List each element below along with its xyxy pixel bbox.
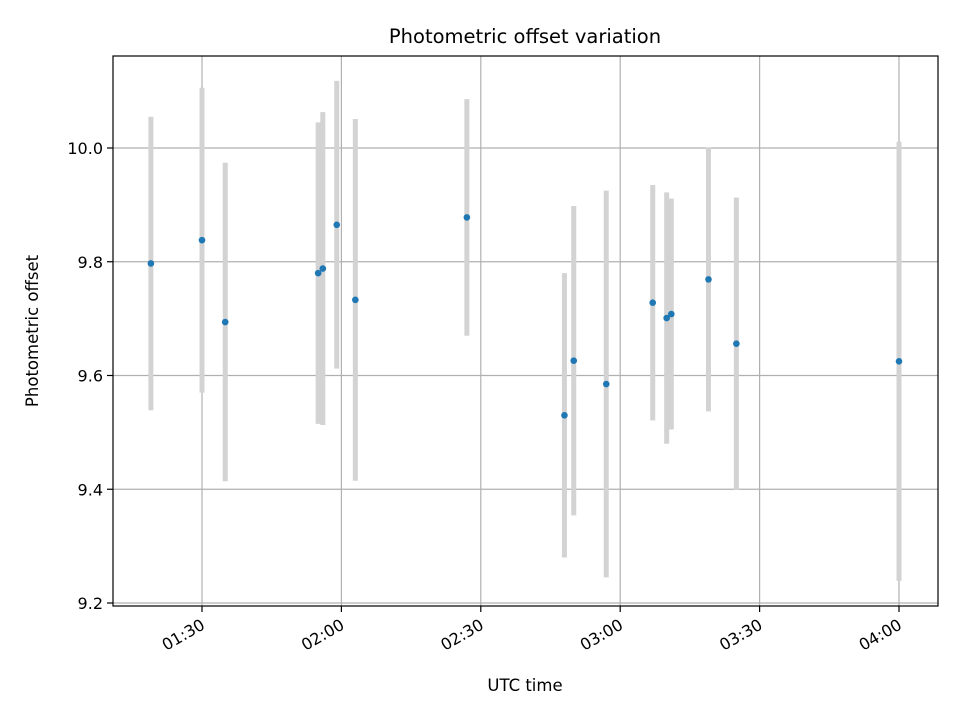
x-axis-label: UTC time <box>487 676 562 695</box>
x-tick-label: 04:00 <box>856 615 905 655</box>
data-point <box>733 340 740 347</box>
data-point <box>663 314 670 322</box>
data-point <box>319 265 327 272</box>
y-axis-label: Photometric offset <box>23 254 42 407</box>
x-tick-label: 02:00 <box>298 615 347 655</box>
y-tick-label: 9.4 <box>78 480 103 499</box>
data-points <box>147 214 903 419</box>
x-tick-label: 03:00 <box>577 615 626 655</box>
data-point <box>314 269 322 277</box>
x-tick-label: 02:30 <box>437 615 486 655</box>
y-tick-label: 9.6 <box>78 367 103 386</box>
data-point <box>333 221 341 229</box>
chart-title: Photometric offset variation <box>389 25 661 48</box>
y-axis-ticks: 9.2 9.4 9.6 9.8 10.0 <box>67 139 113 613</box>
x-tick-label: 03:30 <box>716 615 765 655</box>
y-tick-label: 10.0 <box>67 139 103 158</box>
data-point <box>221 318 229 326</box>
data-point <box>649 299 657 307</box>
plot-frame <box>112 55 939 607</box>
x-tick-label: 01:30 <box>159 615 208 655</box>
data-point <box>705 276 712 283</box>
grid-lines <box>113 56 938 606</box>
data-point <box>602 380 610 388</box>
data-point <box>198 236 206 244</box>
data-point <box>570 357 578 365</box>
data-point <box>147 260 155 267</box>
data-point <box>463 214 471 221</box>
data-point <box>895 357 903 365</box>
y-tick-label: 9.8 <box>78 253 103 272</box>
data-point <box>668 310 675 318</box>
data-point <box>352 296 359 304</box>
error-bars <box>148 80 902 581</box>
data-point <box>561 412 568 419</box>
x-axis-ticks: 01:30 02:00 02:30 03:00 03:30 04:00 <box>159 606 905 655</box>
y-tick-label: 9.2 <box>78 594 103 613</box>
